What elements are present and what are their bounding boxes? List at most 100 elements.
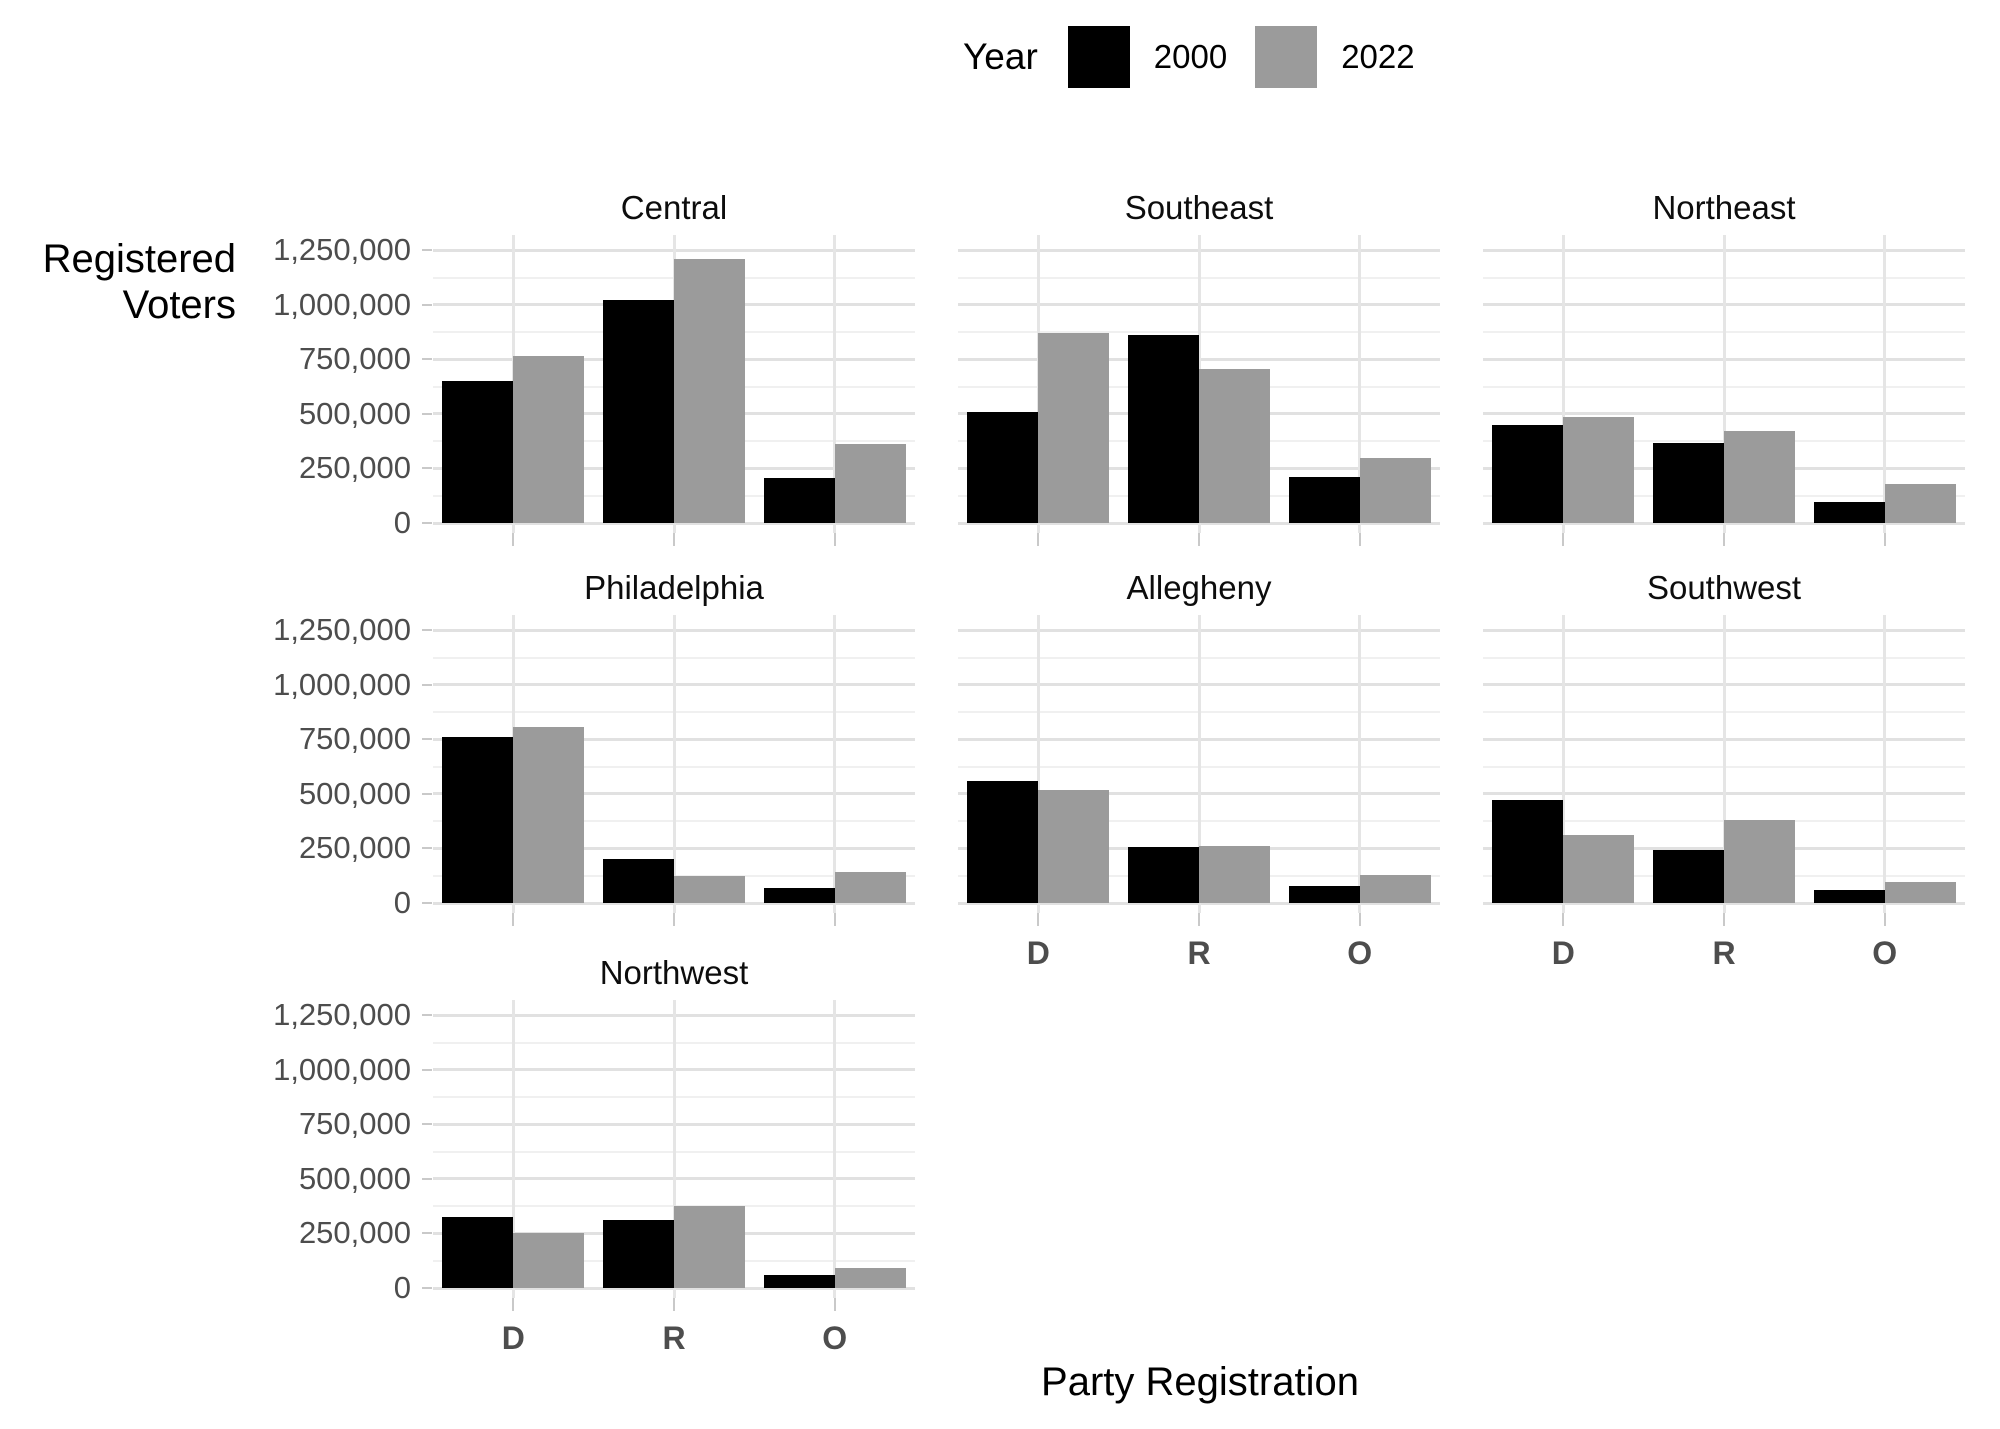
x-axis-tick <box>512 913 515 926</box>
bar-northeast-r-2022 <box>1724 431 1795 523</box>
facet-panel-northeast: Northeast <box>1483 189 1965 546</box>
bar-northeast-d-2000 <box>1492 425 1564 523</box>
x-axis-tick <box>512 533 515 546</box>
bar-central-r-2022 <box>674 259 745 523</box>
facet-panel-southeast: Southeast <box>958 189 1440 546</box>
bar-northwest-d-2000 <box>442 1217 514 1288</box>
gridline-vertical <box>1358 615 1362 913</box>
facet-title-southeast: Southeast <box>1124 189 1274 226</box>
y-axis-tick <box>422 1177 432 1180</box>
bar-allegheny-o-2000 <box>1288 886 1360 903</box>
x-axis-title: Party Registration <box>1041 1360 1359 1404</box>
y-tick-label: 0 <box>393 505 411 540</box>
y-axis-tick <box>422 412 432 415</box>
bar-southeast-o-2000 <box>1288 477 1360 523</box>
gridline-vertical <box>1561 615 1565 913</box>
x-axis-tick <box>512 1298 515 1311</box>
x-axis-tick <box>1198 913 1200 926</box>
gridline-vertical <box>833 615 837 913</box>
x-tick-label-d: D <box>1026 935 1050 971</box>
bar-allegheny-d-2022 <box>1038 790 1110 903</box>
gridline-vertical <box>1722 235 1726 533</box>
bar-southwest-o-2022 <box>1884 882 1956 903</box>
y-axis-tick <box>422 629 432 632</box>
bar-central-d-2000 <box>442 381 514 523</box>
legend-title: Year <box>963 36 1038 77</box>
legend: Year 2000 2022 <box>963 26 1443 88</box>
facet-title-southwest: Southwest <box>1646 569 1802 606</box>
x-axis-tick <box>833 533 836 546</box>
gridline-vertical <box>1197 615 1201 913</box>
bar-northwest-d-2022 <box>513 1233 585 1288</box>
y-tick-label: 0 <box>393 1270 411 1305</box>
bar-southwest-r-2022 <box>1724 820 1795 903</box>
x-tick-label-o: O <box>1347 935 1373 971</box>
y-tick-label: 1,250,000 <box>273 232 411 268</box>
y-axis-tick <box>422 1287 432 1289</box>
x-axis-tick <box>673 913 675 926</box>
y-axis-title-line2: Voters <box>122 283 236 327</box>
y-tick-label: 250,000 <box>298 1215 411 1251</box>
x-tick-label-r: R <box>662 1320 686 1356</box>
legend-label-2022: 2022 <box>1341 38 1415 75</box>
y-axis-title: Registered Voters <box>14 236 236 328</box>
bar-philadelphia-o-2022 <box>834 872 906 903</box>
y-axis-tick <box>422 1123 432 1126</box>
gridline-vertical <box>1561 235 1565 533</box>
x-tick-label-r: R <box>1712 935 1736 971</box>
y-axis-tick <box>422 683 432 686</box>
gridline-vertical <box>672 1000 676 1298</box>
bar-northwest-o-2022 <box>834 1268 906 1288</box>
facet-title-philadelphia: Philadelphia <box>584 569 764 606</box>
bar-philadelphia-d-2000 <box>442 737 514 903</box>
y-tick-label: 750,000 <box>298 721 411 757</box>
y-axis-tick <box>422 1068 432 1071</box>
bar-philadelphia-r-2022 <box>674 876 745 903</box>
legend-swatch-2000-icon <box>1067 26 1130 88</box>
facet-panel-allegheny: D R O Allegheny <box>958 569 1440 971</box>
y-axis-title-line1: Registered <box>42 237 236 281</box>
gridline-vertical <box>1036 615 1040 913</box>
gridline-vertical <box>1358 235 1362 533</box>
x-axis-tick <box>833 913 836 926</box>
y-tick-label: 750,000 <box>298 1106 411 1142</box>
bar-allegheny-d-2000 <box>967 781 1039 903</box>
x-tick-label-o: O <box>1872 935 1898 971</box>
x-axis-tick <box>1037 533 1040 546</box>
x-tick-label-o: O <box>822 1320 848 1356</box>
y-axis-tick <box>422 847 432 850</box>
y-tick-label: 750,000 <box>298 341 411 377</box>
x-axis-tick <box>1723 533 1725 546</box>
facet-title-northwest: Northwest <box>599 954 749 991</box>
gridline-vertical <box>511 1000 515 1298</box>
facet-title-northeast: Northeast <box>1652 189 1796 226</box>
bar-northwest-o-2000 <box>763 1275 835 1288</box>
bar-allegheny-o-2022 <box>1359 875 1431 903</box>
facet-panel-southwest: D R O Southwest <box>1483 569 1965 971</box>
bar-allegheny-r-2000 <box>1128 847 1199 903</box>
bar-southeast-r-2022 <box>1199 369 1270 523</box>
legend-item-2022: 2022 <box>1255 26 1415 88</box>
y-axis-tick <box>422 902 432 904</box>
y-tick-label: 250,000 <box>298 450 411 486</box>
bar-northeast-d-2022 <box>1563 417 1635 523</box>
legend-label-2000: 2000 <box>1153 38 1228 75</box>
legend-swatch-2022-icon <box>1255 26 1318 88</box>
bar-northeast-o-2000 <box>1813 502 1885 523</box>
bar-central-r-2000 <box>603 300 674 523</box>
y-tick-label: 1,250,000 <box>273 997 411 1033</box>
x-tick-label-r: R <box>1187 935 1211 971</box>
bar-allegheny-r-2022 <box>1199 846 1270 903</box>
y-tick-label: 1,000,000 <box>273 1051 411 1087</box>
bar-southwest-r-2000 <box>1653 850 1724 903</box>
bar-southeast-o-2022 <box>1359 458 1431 523</box>
y-axis-tick <box>422 467 432 470</box>
x-axis-tick <box>1358 533 1361 546</box>
gridline-vertical <box>833 235 837 533</box>
facet-title-allegheny: Allegheny <box>1126 569 1272 606</box>
y-tick-label: 1,250,000 <box>273 612 411 648</box>
gridline-vertical <box>672 615 676 913</box>
bar-southwest-d-2000 <box>1492 800 1564 903</box>
facet-panel-central: Central 1,250,000 1,000,000 750,000 500,000 2… <box>273 189 915 546</box>
